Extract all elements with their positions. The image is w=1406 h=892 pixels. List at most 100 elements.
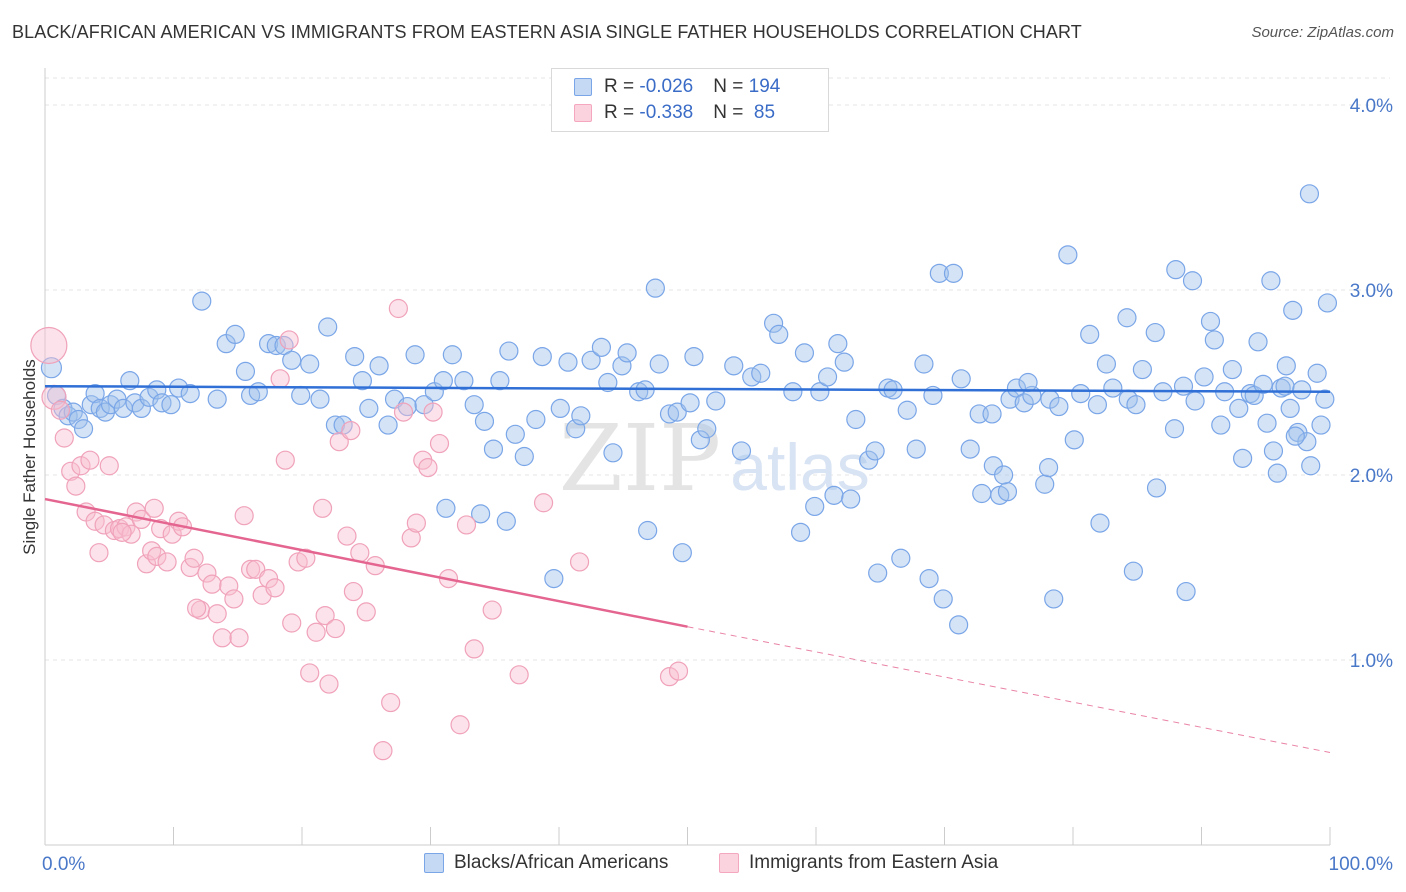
data-point: [373, 741, 393, 761]
data-point: [1080, 324, 1100, 344]
data-point: [1123, 561, 1143, 581]
data-point: [482, 600, 502, 620]
data-point: [306, 622, 326, 642]
data-point: [571, 406, 591, 426]
data-point: [234, 506, 254, 526]
data-point: [483, 439, 504, 459]
data-point: [350, 543, 370, 563]
data-point: [456, 515, 477, 535]
y-tick-label: 2.0%: [1350, 466, 1393, 487]
data-point: [690, 430, 710, 450]
data-point: [994, 465, 1014, 485]
data-point: [1145, 322, 1165, 343]
y-axis-label: Single Father Households: [20, 359, 39, 555]
y-tick-label: 1.0%: [1350, 651, 1393, 672]
data-point: [192, 291, 212, 311]
data-point: [464, 395, 484, 415]
data-point: [248, 382, 268, 402]
data-point: [667, 402, 687, 422]
legend-n-label: N =: [713, 76, 749, 97]
data-point: [672, 543, 692, 563]
data-point: [40, 357, 63, 379]
data-point: [846, 409, 866, 430]
legend-n-value: 194: [748, 76, 781, 97]
trend-line-extension: [687, 626, 1331, 753]
data-point: [1182, 271, 1203, 291]
data-point: [1297, 432, 1317, 452]
data-point: [1038, 458, 1059, 478]
data-point: [318, 317, 338, 337]
data-point: [359, 398, 379, 418]
legend-row-blacks: R = -0.026 N = 194: [574, 75, 780, 99]
data-point: [464, 639, 484, 659]
data-point: [207, 604, 227, 624]
data-point: [258, 568, 279, 589]
data-point: [265, 578, 285, 598]
data-point: [1276, 356, 1296, 376]
data-point: [212, 628, 232, 648]
legend-n-label: N =: [713, 102, 749, 123]
data-point: [769, 324, 789, 344]
data-point: [598, 372, 618, 393]
bottom-legend-swatch-pink: [719, 853, 739, 873]
data-point: [197, 563, 217, 583]
data-point: [401, 528, 421, 548]
series-blacks: [40, 184, 1338, 635]
data-point: [442, 345, 462, 365]
data-point: [943, 263, 964, 283]
data-point: [649, 354, 669, 374]
data-point: [1315, 389, 1335, 409]
data-point: [569, 552, 590, 572]
data-point: [229, 628, 249, 648]
data-point: [496, 511, 516, 531]
data-point: [406, 513, 426, 533]
data-point: [891, 548, 911, 568]
data-point: [352, 371, 372, 391]
data-point: [89, 543, 109, 563]
data-point: [1204, 330, 1224, 350]
data-point: [1285, 426, 1305, 446]
data-point: [805, 496, 825, 517]
data-point: [405, 345, 425, 365]
data-point: [505, 424, 525, 444]
data-point: [107, 389, 127, 409]
data-point: [450, 715, 470, 735]
data-point: [960, 439, 980, 459]
data-point: [1087, 395, 1108, 415]
data-point: [187, 598, 207, 618]
data-point: [291, 385, 311, 406]
data-point: [1222, 359, 1242, 380]
data-point: [982, 404, 1002, 424]
data-point: [1132, 359, 1152, 380]
data-point: [378, 415, 398, 435]
x-tick-label: 0.0%: [42, 854, 85, 875]
data-point: [490, 371, 510, 391]
data-point: [147, 546, 167, 567]
legend-swatch-pink: [574, 104, 592, 122]
data-point: [533, 493, 554, 513]
x-tick-label: 100.0%: [1329, 854, 1394, 875]
trend-line: [44, 384, 1331, 393]
data-point: [1317, 293, 1338, 313]
bottom-legend-swatch-blue: [424, 853, 444, 873]
data-point: [972, 483, 992, 504]
data-point: [270, 369, 290, 389]
data-point: [645, 278, 665, 298]
data-point: [1176, 581, 1196, 602]
data-point: [949, 615, 969, 635]
legend-swatch-blue: [574, 78, 592, 96]
data-point: [161, 395, 181, 415]
data-point: [828, 334, 848, 354]
data-point: [120, 371, 140, 391]
data-point: [73, 419, 94, 439]
data-point: [763, 313, 784, 333]
data-point: [706, 391, 726, 411]
data-point: [341, 421, 361, 441]
data-point: [1280, 398, 1300, 418]
data-point: [207, 389, 227, 409]
data-point: [142, 541, 162, 561]
data-point: [454, 371, 474, 391]
data-point: [225, 324, 245, 344]
series-layer: [30, 184, 1338, 761]
